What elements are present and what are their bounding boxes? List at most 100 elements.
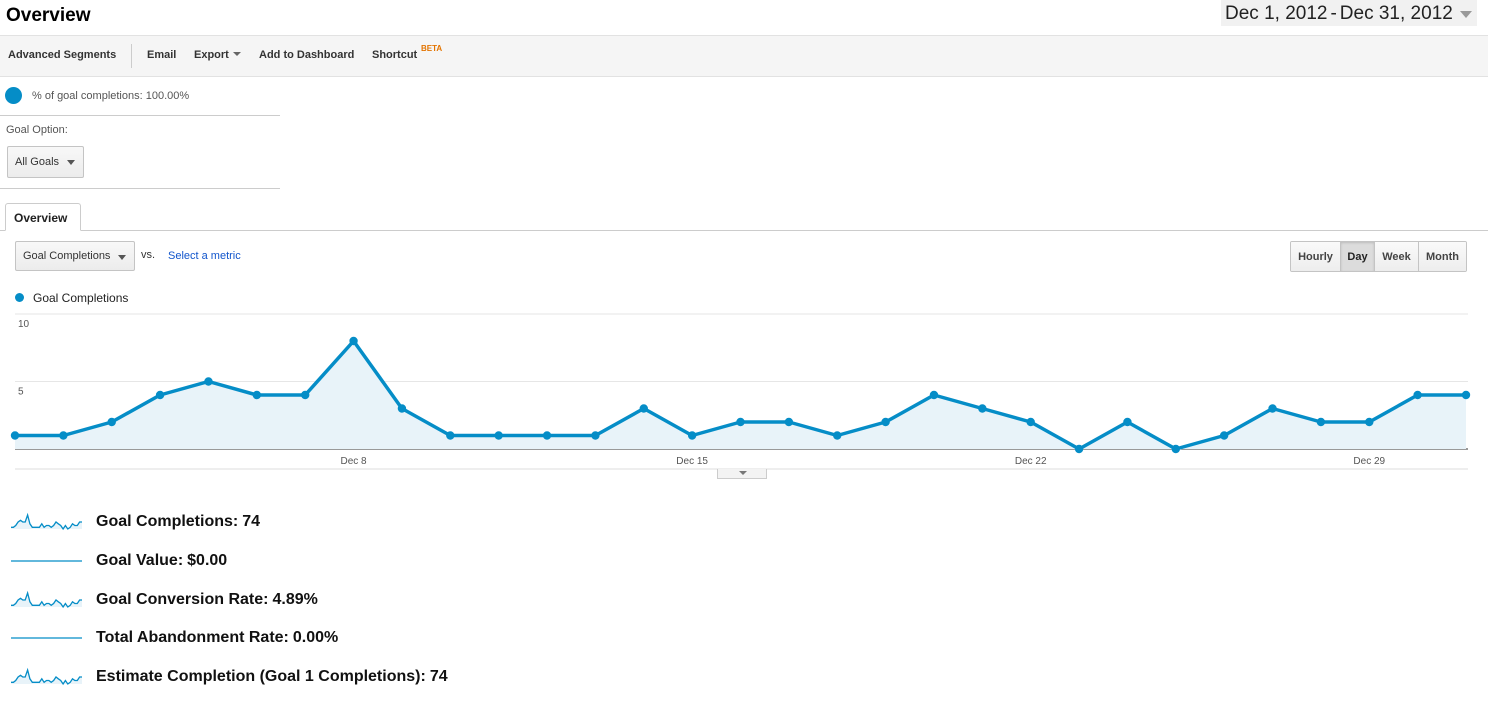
sparkline-icon [11,560,82,562]
page-title: Overview [6,5,91,26]
summary-label: Goal Conversion Rate: [96,591,269,608]
summary-value: $0.00 [187,552,228,569]
data-point [929,390,939,400]
tab-label: Overview [14,211,68,225]
tab-overview[interactable]: Overview [5,203,81,231]
data-point [1074,444,1084,454]
metric-select[interactable]: Goal Completions [15,241,135,271]
data-point [204,377,213,386]
goal-option-value: All Goals [15,156,60,168]
sparkline-area [11,593,82,607]
x-tick-label: Dec 8 [341,456,368,467]
goal-completions-chart: 10 5 Dec 8 Dec 15 Dec 22 Dec 29 [10,313,1471,470]
data-point [1171,444,1181,454]
data-point [978,404,987,413]
segment-percentage: % of goal completions: 100.00% [32,90,190,102]
interval-day-button[interactable]: Day [1341,242,1375,271]
date-end: Dec 31, 2012 [1339,3,1453,24]
x-tick-label: Dec 15 [676,456,708,467]
data-point [784,417,794,427]
y-tick-label: 10 [18,319,30,330]
summary-label: Goal Completions: [96,513,239,530]
toolbar-divider [131,44,132,68]
email-button[interactable]: Email [147,49,177,61]
data-point [59,431,68,440]
interval-month-button[interactable]: Month [1419,242,1466,271]
date-start: Dec 1, 2012 [1225,3,1328,24]
report-toolbar: Advanced Segments Email Export Add to Da… [0,35,1488,77]
vs-label: vs. [141,249,156,261]
chevron-down-icon [739,471,747,475]
sparkline-icon [11,590,82,609]
chart-labels: 10 5 Dec 8 Dec 15 Dec 22 Dec 29 [18,319,1386,467]
divider [0,115,280,116]
chevron-down-icon [1460,11,1472,18]
x-tick-label: Dec 22 [1015,456,1047,467]
data-point [1123,417,1132,427]
data-point [881,417,890,427]
chevron-down-icon [118,255,126,260]
data-point [1461,390,1471,400]
chevron-down-icon [232,52,241,56]
data-point [10,431,20,440]
interval-toggle: Hourly Day Week Month [1290,241,1467,272]
sparkline-line [11,512,82,531]
data-point [397,404,407,413]
shortcut-label: Shortcut [372,49,418,61]
divider [0,188,280,189]
sparkline-line [11,667,82,686]
data-point [736,417,745,427]
series-area [15,341,1466,449]
summary-value: 4.89% [272,591,318,608]
goal-option-label: Goal Option: [6,124,68,136]
data-point [1219,431,1229,440]
date-range-picker[interactable]: Dec 1, 2012- Dec 31, 2012 [1221,0,1477,26]
sparkline-area [11,670,82,684]
data-point [155,390,165,400]
data-point [1268,404,1277,413]
data-point [252,390,262,400]
data-point [494,431,503,440]
y-tick-label: 5 [18,387,24,398]
metric-select-value: Goal Completions [23,250,111,262]
data-point [833,431,842,440]
data-point [301,390,310,400]
summary-label: Goal Value: [96,552,184,569]
data-point [639,404,648,413]
data-point [1026,417,1035,427]
summary-value: 0.00% [292,629,339,646]
chevron-down-icon [67,160,75,165]
sparkline-icon [11,637,82,639]
tab-bar [0,230,1488,231]
sparkline-line [11,590,82,609]
legend-label: Goal Completions [33,291,129,305]
goal-option-select[interactable]: All Goals [7,146,84,178]
chart-points [10,336,1471,454]
interval-week-button[interactable]: Week [1375,242,1419,271]
summary-value: 74 [429,668,448,685]
date-separator: - [1330,3,1337,24]
shortcut-button[interactable]: Shortcut BETA [372,44,442,61]
advanced-segments-button[interactable]: Advanced Segments [8,49,117,61]
beta-badge: BETA [421,44,443,53]
legend-swatch [15,293,24,302]
sparkline-icon [11,667,82,686]
chart-collapse-toggle[interactable] [717,469,767,479]
export-button[interactable]: Export [194,49,241,61]
data-point [1365,417,1374,427]
chart-area [15,341,1466,449]
data-point [542,431,552,440]
data-point [1413,390,1422,400]
export-label: Export [194,49,229,61]
sparkline-area [11,515,82,529]
data-point [349,336,358,346]
summary-value: 74 [242,513,261,530]
add-to-dashboard-button[interactable]: Add to Dashboard [259,49,355,61]
select-metric-link[interactable]: Select a metric [168,250,241,262]
summary-label: Total Abandonment Rate: [96,629,289,646]
data-point [687,431,697,440]
data-point [591,431,600,440]
interval-hourly-button[interactable]: Hourly [1291,242,1341,271]
pie-chart-icon [5,87,22,104]
sparkline-icon [11,512,82,531]
